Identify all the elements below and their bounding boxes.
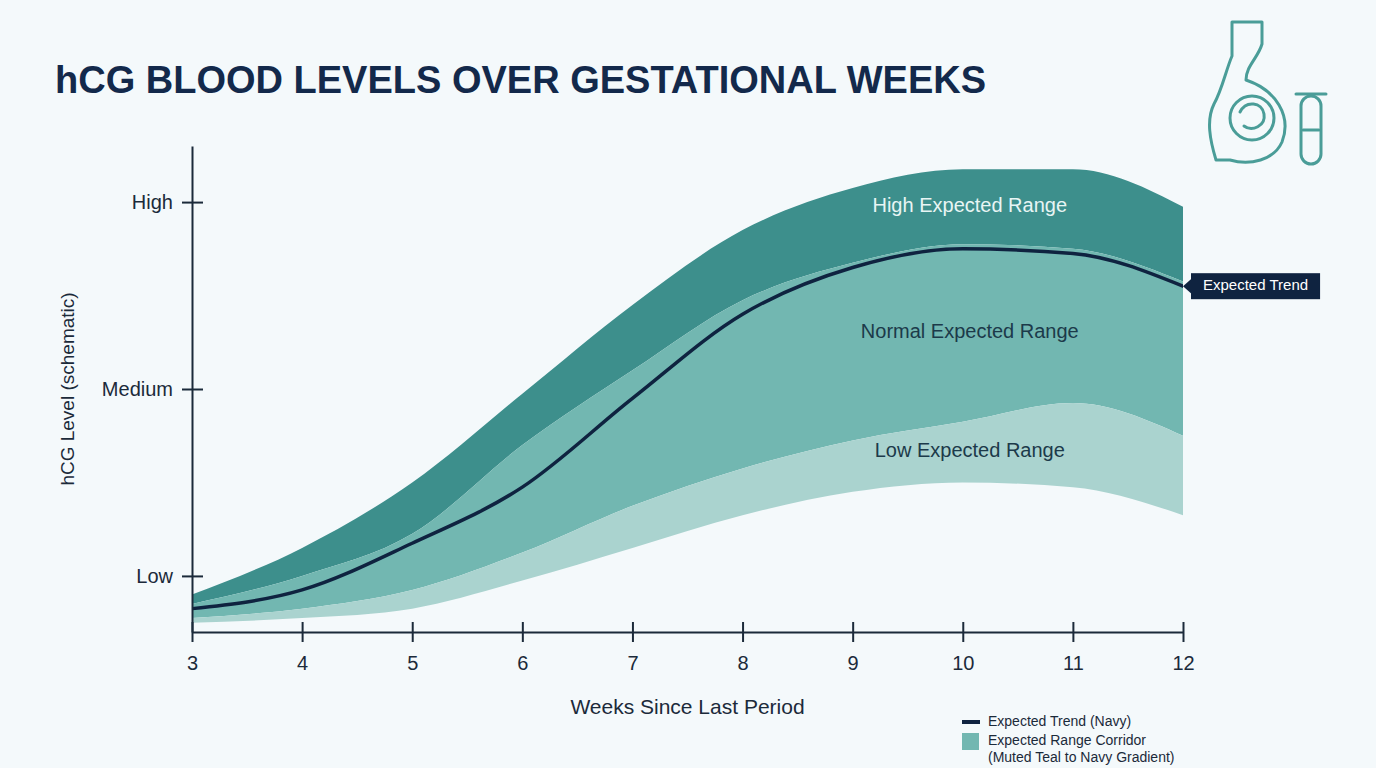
tick-mark: [632, 622, 634, 642]
icon-tube: [1301, 96, 1321, 164]
trend-line: [192, 249, 1183, 609]
x-tick: 8: [737, 622, 748, 674]
legend-swatch: [962, 733, 979, 750]
band-label: Low Expected Range: [875, 439, 1065, 461]
legend-label: Expected Range Corridor(Muted Teal to Na…: [988, 732, 1175, 765]
legend-item: Expected Trend (Navy): [962, 713, 1131, 729]
icon: [1210, 22, 1326, 164]
y-tick: High: [132, 191, 203, 213]
tick-mark: [182, 575, 203, 577]
tick-mark: [522, 622, 524, 642]
x-tick: 9: [848, 622, 859, 674]
callout-box: [1191, 273, 1320, 299]
tick-mark: [962, 622, 964, 642]
tick-label: 4: [297, 652, 308, 674]
y-tick: Low: [136, 565, 203, 587]
background: [0, 0, 1376, 768]
icon-baby: [1240, 104, 1264, 128]
tick-mark: [1072, 622, 1074, 642]
x-axis-title: Weeks Since Last Period: [570, 695, 804, 718]
tick-label: 11: [1063, 652, 1084, 674]
tick-label: 9: [848, 652, 859, 674]
chart: hCG BLOOD LEVELS OVER GESTATIONAL WEEKS 3…: [0, 0, 1376, 768]
x-tick: 7: [627, 622, 638, 674]
x-tick: 10: [952, 622, 974, 674]
legend-item: Expected Range Corridor(Muted Teal to Na…: [962, 732, 1175, 765]
icon-tube-level: [1303, 129, 1319, 132]
tick-label: 12: [1172, 652, 1194, 674]
y-tick: Medium: [102, 378, 203, 400]
tick-label: Low: [136, 565, 173, 587]
y-axis: Low Medium High: [102, 147, 203, 633]
tick-label: 5: [407, 652, 418, 674]
tick-label: 7: [627, 652, 638, 674]
x-tick: 12: [1172, 622, 1194, 674]
tick-mark: [302, 622, 304, 642]
legend-swatch: [962, 720, 980, 724]
title: hCG BLOOD LEVELS OVER GESTATIONAL WEEKS: [55, 59, 986, 101]
x-tick: 4: [297, 622, 308, 674]
tick-mark: [852, 622, 854, 642]
y-axis-title: hCG Level (schematic): [57, 292, 78, 485]
icon-tube-cap: [1296, 93, 1326, 96]
x-tick: 5: [407, 622, 418, 674]
tick-label: 8: [737, 652, 748, 674]
icon-circle: [1230, 96, 1274, 140]
callout-pointer: [1183, 278, 1192, 294]
x-tick: 11: [1063, 622, 1084, 674]
trend-callout: Expected Trend: [1183, 273, 1320, 299]
tick-mark: [182, 202, 203, 204]
range-band: [192, 403, 1183, 623]
tick-mark: [742, 622, 744, 642]
tick-label: High: [132, 191, 173, 213]
band-label: Normal Expected Range: [861, 320, 1079, 342]
tick-label: Medium: [102, 378, 173, 400]
tick-mark: [182, 389, 203, 391]
legend-label: Expected Trend (Navy): [988, 713, 1131, 729]
band-label: High Expected Range: [872, 194, 1067, 216]
tick-label: 10: [952, 652, 974, 674]
tick-label: 6: [517, 652, 528, 674]
tick-mark: [412, 622, 414, 642]
icon-body: [1210, 22, 1285, 162]
trend-label: Expected Trend: [1203, 276, 1308, 293]
legend: Expected Trend (Navy) Expected Range Corr…: [962, 713, 1175, 765]
x-tick: 6: [517, 622, 528, 674]
x-axis: 3 4 5 6 7 8 9 10 11 12: [187, 622, 1195, 674]
tick-mark: [1183, 622, 1185, 642]
tick-label: 3: [187, 652, 198, 674]
plot-area: [192, 169, 1183, 622]
axis-line: [193, 632, 1184, 634]
